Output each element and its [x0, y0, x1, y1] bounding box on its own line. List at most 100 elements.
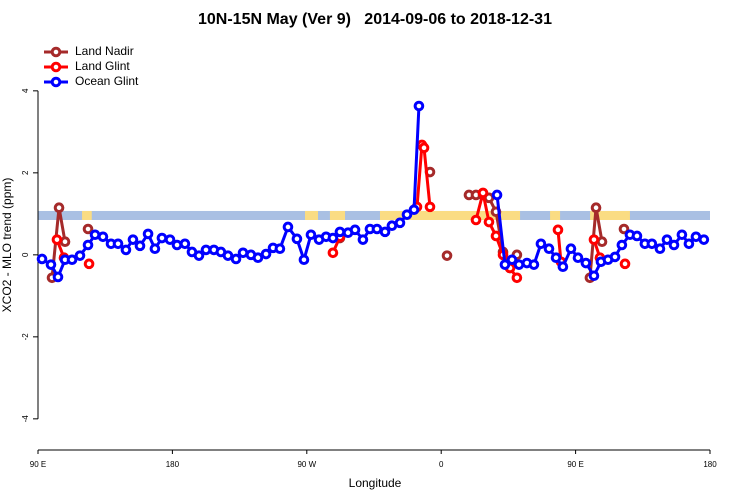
data-point	[327, 247, 339, 259]
y-tick-label: -4	[21, 415, 30, 423]
legend-marker	[50, 46, 62, 58]
y-axis-label: XCO2 - MLO trend (ppm)	[0, 178, 14, 313]
data-point	[305, 229, 317, 241]
data-point	[698, 234, 710, 245]
data-point	[424, 201, 436, 213]
data-point	[408, 204, 420, 216]
data-point	[683, 238, 695, 250]
data-point	[470, 214, 482, 226]
data-point	[511, 272, 523, 284]
land-region	[590, 210, 630, 220]
data-point	[379, 226, 391, 238]
data-point	[668, 239, 680, 251]
data-point	[619, 258, 631, 270]
data-point	[252, 252, 264, 264]
data-point	[112, 238, 124, 250]
legend-marker	[50, 76, 62, 88]
data-point	[164, 234, 176, 245]
land-region	[82, 210, 92, 220]
x-tick-label: 0	[439, 460, 444, 469]
data-point	[557, 261, 569, 273]
data-point	[74, 250, 86, 261]
x-tick-label: 90 W	[297, 460, 316, 469]
data-point	[565, 243, 577, 254]
x-axis-label: Longitude	[349, 476, 402, 490]
data-point	[349, 224, 361, 236]
data-point	[676, 229, 688, 241]
data-point	[596, 236, 608, 248]
data-point	[552, 224, 564, 236]
data-point	[506, 254, 518, 266]
data-point	[298, 254, 310, 266]
data-point	[543, 243, 555, 254]
legend-marker	[50, 61, 62, 73]
data-point	[83, 258, 95, 270]
data-point	[51, 234, 63, 245]
land-region	[379, 210, 521, 220]
legend-label: Land Glint	[75, 59, 130, 73]
data-point	[52, 271, 64, 283]
data-point	[222, 250, 234, 261]
data-point	[291, 233, 303, 245]
land-region	[305, 210, 318, 220]
data-point	[609, 251, 621, 263]
data-point	[327, 232, 339, 244]
data-point	[528, 259, 540, 270]
data-point	[618, 223, 630, 235]
data-point	[156, 232, 168, 244]
data-point	[483, 216, 495, 228]
data-point	[616, 239, 628, 251]
data-point	[260, 248, 272, 260]
data-point	[334, 226, 346, 238]
data-point	[193, 250, 205, 261]
data-point	[588, 270, 600, 282]
data-point	[661, 234, 673, 245]
land-region	[329, 210, 346, 220]
data-point	[401, 209, 413, 220]
data-point	[371, 223, 383, 235]
data-point	[230, 253, 242, 265]
data-point	[59, 236, 71, 248]
y-tick-label: -2	[21, 333, 30, 341]
data-point	[631, 230, 643, 242]
data-point	[142, 228, 154, 240]
data-point	[490, 230, 502, 242]
data-point	[82, 223, 94, 235]
data-point	[134, 240, 146, 252]
chart-title: 10N-15N May (Ver 9) 2014-09-06 to 2018-1…	[198, 11, 552, 28]
data-point	[588, 234, 600, 245]
reference-band	[38, 210, 710, 220]
data-point	[590, 202, 602, 213]
data-point	[477, 187, 489, 199]
data-point	[53, 202, 65, 213]
data-point	[499, 259, 511, 270]
data-point	[274, 243, 286, 254]
data-point	[418, 142, 430, 154]
data-point	[120, 244, 132, 256]
data-point	[441, 250, 453, 261]
y-tick-label: 2	[21, 170, 30, 175]
series-line	[415, 143, 432, 208]
data-point	[45, 259, 57, 270]
data-point	[282, 221, 294, 233]
data-point	[127, 234, 139, 245]
data-point	[413, 100, 425, 112]
data-point	[171, 239, 183, 251]
data-point	[149, 243, 161, 254]
x-tick-label: 180	[703, 460, 717, 469]
data-point	[535, 238, 547, 250]
data-point	[580, 257, 592, 269]
y-tick-label: 4	[21, 88, 30, 93]
data-point	[357, 234, 369, 245]
x-tick-label: 90 E	[567, 460, 583, 469]
x-tick-label: 90 E	[30, 460, 46, 469]
land-region	[550, 210, 561, 220]
data-point	[572, 252, 584, 264]
legend-label: Land Nadir	[75, 44, 134, 58]
data-point	[66, 254, 78, 266]
data-point	[97, 231, 109, 243]
data-point	[513, 259, 525, 270]
x-tick-label: 180	[166, 460, 180, 469]
data-point	[36, 253, 48, 265]
